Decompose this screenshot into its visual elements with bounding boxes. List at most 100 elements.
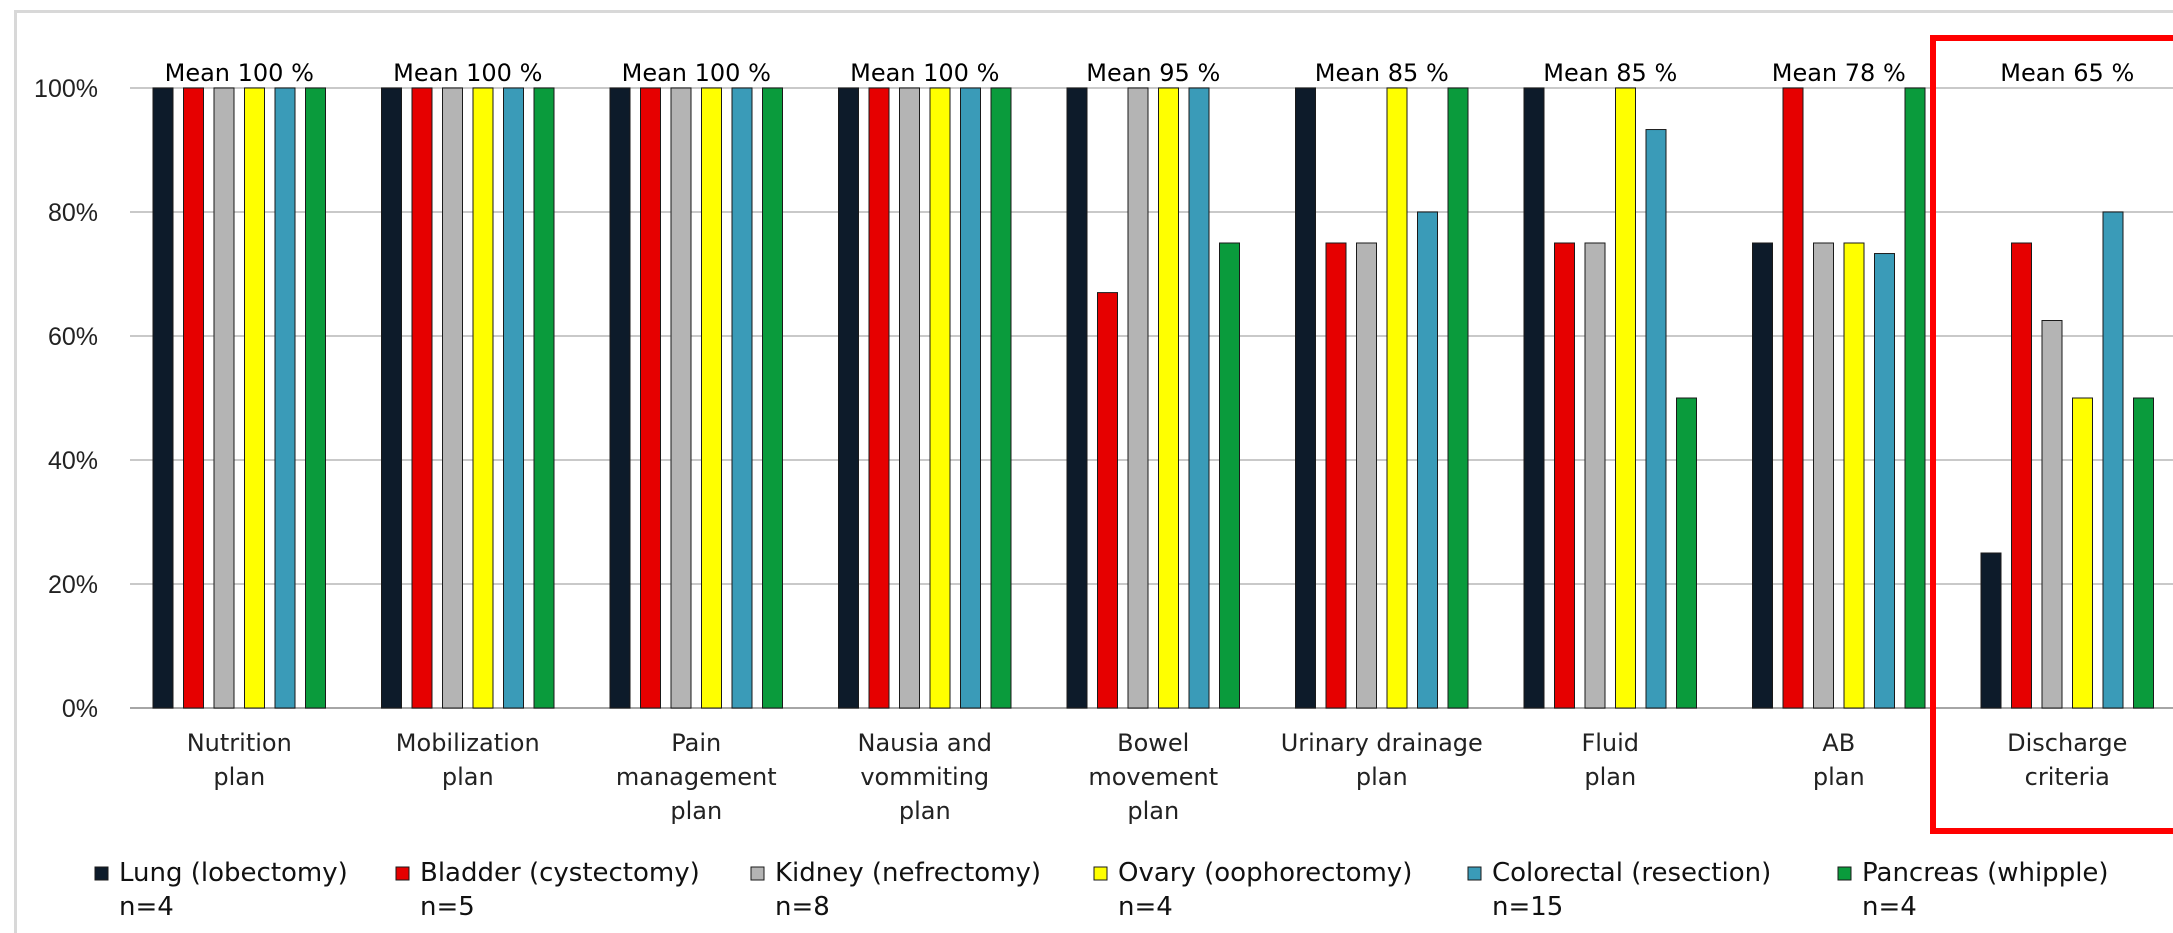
- y-tick-label: 100%: [34, 75, 98, 103]
- legend-n: n=4: [1862, 892, 1917, 922]
- category-label: Nausia and: [857, 729, 992, 757]
- category-label: Urinary drainage: [1281, 729, 1483, 757]
- bar-ovary: [929, 87, 951, 709]
- bar-colorectal: [503, 87, 524, 709]
- bar-lung: [381, 87, 402, 709]
- category-label: plan: [670, 797, 722, 825]
- legend-label: Lung (lobectomy): [119, 858, 348, 888]
- bar-bladder: [1782, 87, 1804, 709]
- bar-bladder: [868, 87, 890, 709]
- bar-pancreas: [533, 87, 555, 709]
- category-label: movement: [1088, 763, 1218, 791]
- bar-lung: [1295, 87, 1316, 709]
- category-label: plan: [1356, 763, 1408, 791]
- legend-n: n=4: [119, 892, 174, 922]
- bar-bladder: [183, 87, 204, 709]
- legend-n: n=4: [1118, 892, 1173, 922]
- bar-kidney: [442, 87, 463, 709]
- bar-pancreas: [1447, 87, 1469, 709]
- bar-bladder: [640, 87, 661, 709]
- y-tick-label: 80%: [48, 199, 98, 227]
- bar-ovary: [701, 87, 722, 709]
- bar-ovary: [1843, 242, 1865, 709]
- bar-bladder: [411, 87, 433, 709]
- legend-label: Ovary (oophorectomy): [1118, 858, 1412, 888]
- legend-label: Kidney (nefrectomy): [775, 858, 1041, 888]
- bar-kidney: [1127, 87, 1149, 709]
- mean-annotation: Mean 85 %: [1543, 59, 1677, 87]
- bar-pancreas: [2133, 397, 2154, 709]
- category-label: plan: [899, 797, 951, 825]
- category-label: vommiting: [860, 763, 989, 791]
- highlight-box: [1930, 35, 2173, 834]
- category-label: Pain: [671, 729, 721, 757]
- legend-n: n=15: [1492, 892, 1563, 922]
- y-tick-label: 20%: [48, 571, 98, 599]
- bar-kidney: [2041, 320, 2063, 709]
- bar-lung: [1980, 552, 2002, 709]
- legend-n: n=8: [775, 892, 830, 922]
- mean-annotation: Mean 78 %: [1772, 59, 1906, 87]
- bar-colorectal: [1874, 253, 1895, 709]
- bar-kidney: [1584, 242, 1606, 709]
- bar-bladder: [1097, 292, 1118, 709]
- bar-lung: [1523, 87, 1545, 709]
- category-label: plan: [1813, 763, 1865, 791]
- category-label: plan: [1584, 763, 1636, 791]
- legend-swatch: [94, 866, 109, 881]
- bar-lung: [1752, 242, 1773, 709]
- bar-bladder: [1554, 242, 1575, 709]
- bar-colorectal: [731, 87, 753, 709]
- mean-annotation: Mean 95 %: [1086, 59, 1220, 87]
- bar-pancreas: [990, 87, 1012, 709]
- y-tick-label: 40%: [48, 447, 98, 475]
- legend-swatch: [1093, 866, 1108, 881]
- bar-pancreas: [305, 87, 326, 709]
- category-label: plan: [442, 763, 494, 791]
- bar-ovary: [1615, 87, 1636, 709]
- bar-colorectal: [960, 87, 981, 709]
- category-label: Fluid: [1581, 729, 1639, 757]
- bar-kidney: [1356, 242, 1377, 709]
- category-label: Nutrition: [187, 729, 292, 757]
- y-tick-label: 60%: [48, 323, 98, 351]
- mean-annotation: Mean 100 %: [393, 59, 542, 87]
- legend-label: Colorectal (resection): [1492, 858, 1771, 888]
- bar-bladder: [1325, 242, 1347, 709]
- category-label: criteria: [2025, 763, 2110, 791]
- y-tick-label: 0%: [62, 695, 98, 723]
- bar-pancreas: [1904, 87, 1926, 709]
- bar-ovary: [1386, 87, 1408, 709]
- mean-annotation: Mean 100 %: [850, 59, 999, 87]
- bar-pancreas: [762, 87, 783, 709]
- bar-kidney: [1813, 242, 1834, 709]
- legend-label: Bladder (cystectomy): [420, 858, 700, 888]
- category-label: Discharge: [2007, 729, 2127, 757]
- category-label: Bowel: [1117, 729, 1189, 757]
- bar-bladder: [2011, 242, 2032, 709]
- bar-kidney: [670, 87, 692, 709]
- bar-ovary: [472, 87, 494, 709]
- mean-annotation: Mean 65 %: [2000, 59, 2134, 87]
- bar-lung: [1066, 87, 1088, 709]
- legend-swatch: [750, 866, 765, 881]
- bar-lung: [609, 87, 631, 709]
- category-label: AB: [1822, 729, 1855, 757]
- mean-annotation: Mean 100 %: [622, 59, 771, 87]
- bar-pancreas: [1219, 242, 1240, 709]
- bar-ovary: [244, 87, 265, 709]
- bar-lung: [152, 87, 174, 709]
- category-label: management: [616, 763, 777, 791]
- bar-lung: [838, 87, 859, 709]
- bar-pancreas: [1676, 397, 1697, 709]
- bar-colorectal: [2102, 211, 2124, 709]
- bar-ovary: [2072, 397, 2093, 709]
- chart-frame: [14, 10, 2173, 933]
- legend-n: n=5: [420, 892, 475, 922]
- legend-swatch: [1467, 866, 1482, 881]
- bar-kidney: [213, 87, 235, 709]
- bar-colorectal: [1188, 87, 1210, 709]
- category-label: plan: [1127, 797, 1179, 825]
- mean-annotation: Mean 85 %: [1315, 59, 1449, 87]
